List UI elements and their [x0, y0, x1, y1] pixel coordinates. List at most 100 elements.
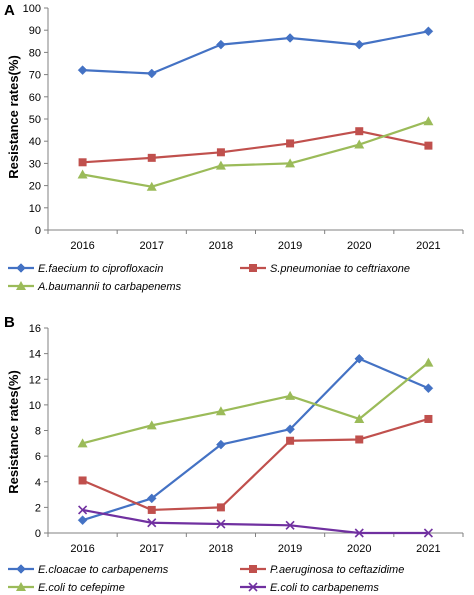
panel-a-series-2-line	[82, 120, 429, 188]
panel-a-series-2-point-5	[423, 116, 434, 126]
panel-a-series-1-point-5	[424, 141, 433, 150]
panel-a-legend-label-1: S.pneumoniae to ceftriaxone	[270, 263, 410, 275]
panel-a-series-1-point-3	[286, 139, 295, 148]
panel-a-legend: E.faecium to ciprofloxacin S.pneumoniae t…	[8, 263, 410, 293]
panel-b-y-axis-label: Resistance rates(%)	[6, 370, 21, 494]
panel-b-legend-swatch-marker-2	[16, 582, 26, 591]
panel-b-legend: E.cloacae to carbapenems P.aeruginosa to …	[8, 564, 404, 594]
panel-b-series-1-point-0	[78, 476, 87, 485]
panel-b-plot: 0 2 4 6 8 10 12 14 16 2016 2017 2018 2019 2020 2021	[29, 323, 464, 555]
panel-a-series-1-point-4	[355, 127, 364, 136]
panel-a-series-0-point-2	[216, 39, 226, 50]
panel-a-x-tick-label-4: 2020	[347, 240, 371, 252]
panel-a-series-0-line	[82, 30, 429, 75]
panel-b-legend-swatch-marker-3	[248, 582, 258, 592]
panel-b-legend-label-0: E.cloacae to carbapenems	[38, 564, 169, 576]
panel-a-series-2-point-0	[77, 169, 88, 179]
panel-a-legend-item-1: S.pneumoniae to ceftriaxone	[240, 263, 410, 275]
panel-a-y-tick-label-5: 50	[29, 114, 41, 126]
panel-b-series-1-point-2	[216, 503, 225, 512]
panel-a-x-tick-label-1: 2017	[140, 240, 164, 252]
panel-b-y-tick-label-1: 2	[35, 502, 41, 514]
panel-a-series-1	[78, 127, 433, 167]
panel-a-y-axis-label: Resistance rates(%)	[6, 55, 21, 179]
panel-a-legend-item-0: E.faecium to ciprofloxacin	[8, 263, 163, 275]
panel-b-y-tick-label-8: 16	[29, 323, 41, 335]
panel-b-series-3-point-1	[147, 518, 157, 528]
panel-a-y-tick-label-9: 90	[29, 25, 41, 37]
panel-b-series-3-point-3-stroke-2	[285, 520, 295, 530]
panel-b-legend-swatch-marker-3-stroke-2	[248, 582, 258, 592]
panel-b-y-tick-label-7: 14	[29, 349, 41, 361]
panel-a-y-tick-label-4: 40	[29, 136, 41, 148]
panel-a-y-tick-label-10: 100	[23, 3, 41, 15]
panel-a-legend-swatch-marker-1	[249, 264, 257, 272]
panel-b-series-2-point-5	[423, 357, 434, 367]
panel-b-series-3-line	[82, 508, 429, 535]
panel-b-x-tick-label-2: 2018	[209, 543, 233, 555]
panel-b-legend-item-3: E.coli to carbapenems	[240, 582, 379, 594]
panel-a-series-0-point-0	[77, 65, 88, 76]
panel-b-series-3-point-1-stroke-2	[147, 518, 157, 528]
panel-b-y-tick-label-0: 0	[35, 528, 41, 540]
panel-b-series-0-point-4	[354, 353, 365, 364]
panel-b-series-3	[78, 505, 433, 538]
panel-b-legend-label-2: E.coli to cefepime	[38, 582, 125, 594]
panel-a-plot: 0 10 20 30 40 50 60 70 80 90 100 2016 2017 2018 2019 20…	[23, 3, 464, 252]
panel-a-series-1-line	[82, 130, 429, 164]
panel-b-series-3-point-0	[78, 505, 88, 515]
panel-b-series-2-point-0	[77, 438, 88, 448]
panel-a-y-tick-label-0: 0	[35, 225, 41, 237]
panel-a-series-0	[77, 26, 434, 79]
panel-b-series-0	[77, 353, 434, 526]
panel-b-y-tick-label-2: 4	[35, 477, 41, 489]
panel-b-legend-label-1: P.aeruginosa to ceftazidime	[270, 564, 404, 576]
panel-b-series-1	[78, 414, 433, 514]
panel-b-series-3-point-2	[216, 519, 226, 529]
panel-a-legend-swatch-marker-0	[16, 263, 26, 273]
panel-b-series-1-point-4	[355, 435, 364, 444]
panel-b: B Resistance rates(%) 0 2 4 6 8 10 12 14 16 2016 2…	[4, 314, 464, 594]
panel-b-legend-item-2: E.coli to cefepime	[8, 582, 125, 594]
panel-b-series-0-point-5	[423, 383, 434, 394]
panel-a-y-tick-label-3: 30	[29, 158, 41, 170]
panel-b-series-2-point-3	[285, 390, 296, 400]
panel-b-legend-swatch-marker-1	[249, 565, 257, 573]
panel-a-x-tick-label-5: 2021	[416, 240, 440, 252]
panel-a-legend-item-2: A.baumannii to carbapenems	[8, 281, 182, 293]
panel-b-series-2-line	[82, 361, 430, 445]
panel-a-legend-swatch-marker-2	[16, 281, 26, 290]
panel-b-legend-item-0: E.cloacae to carbapenems	[8, 564, 169, 576]
panel-b-legend-swatch-marker-0	[16, 564, 26, 574]
panel-b-series-1-point-5	[424, 414, 433, 423]
panel-b-legend-label-3: E.coli to carbapenems	[270, 582, 379, 594]
panel-a-series-0-point-5	[423, 26, 434, 37]
panel-b-series-1-line	[82, 417, 429, 512]
panel-a-y-tick-label-7: 70	[29, 70, 41, 82]
panel-a-legend-label-2: A.baumannii to carbapenems	[37, 281, 182, 293]
panel-b-series-3-point-5	[423, 528, 433, 538]
panel-a-series-1-point-2	[216, 148, 225, 157]
panel-b-series-0-line	[82, 357, 429, 522]
panel-b-x-tick-label-4: 2020	[347, 543, 371, 555]
panel-b-series-3-point-2-stroke-2	[216, 519, 226, 529]
panel-b-y-tick-label-6: 12	[29, 374, 41, 386]
panel-b-x-tick-label-5: 2021	[416, 543, 440, 555]
panel-b-series-1-point-3	[286, 436, 295, 445]
panel-b-series-2-point-1	[146, 420, 157, 430]
panel-b-series-3-point-0-stroke-2	[78, 505, 88, 515]
panel-a-legend-label-0: E.faecium to ciprofloxacin	[38, 263, 163, 275]
panel-b-series-0-point-2	[216, 439, 226, 450]
panel-b-series-3-point-5-stroke-2	[423, 528, 433, 538]
panel-a-y-tick-label-1: 10	[29, 203, 41, 215]
panel-b-x-tick-label-3: 2019	[278, 543, 302, 555]
panel-a-x-tick-label-2: 2018	[209, 240, 233, 252]
panel-b-series-0-point-1	[146, 493, 157, 504]
panel-b-series-2-point-2	[215, 406, 226, 416]
panel-a-series-0-point-4	[354, 39, 365, 50]
panel-b-series-2-point-4	[354, 413, 365, 423]
panel-b-series-1-point-1	[147, 505, 156, 514]
panel-a-series-1-point-1	[147, 153, 156, 162]
